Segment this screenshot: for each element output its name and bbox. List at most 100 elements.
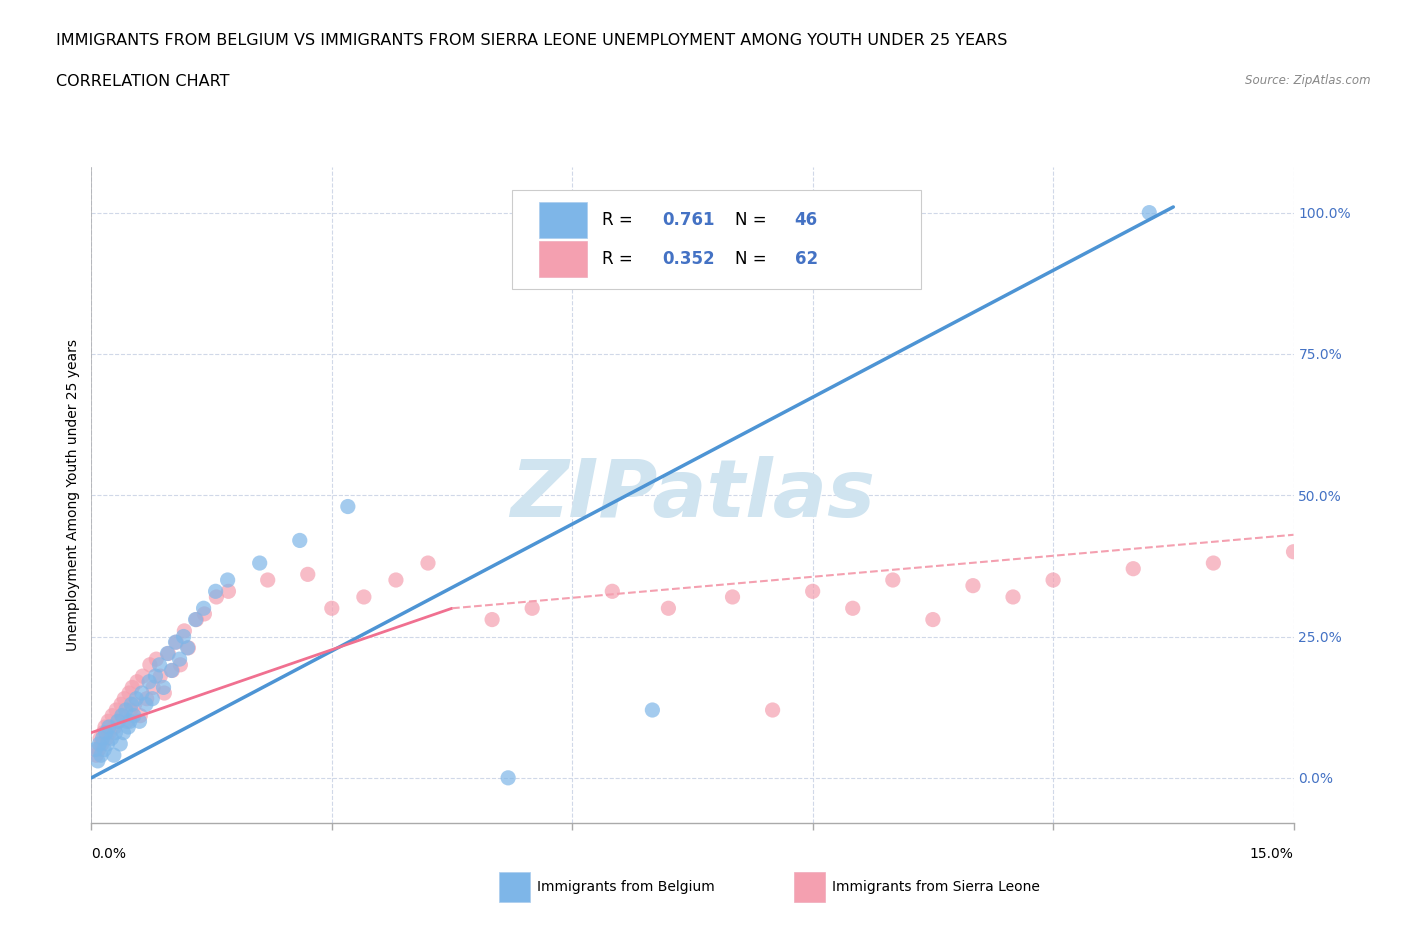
Point <box>160 663 183 678</box>
Point <box>249 555 271 570</box>
Text: Immigrants from Belgium: Immigrants from Belgium <box>537 880 714 895</box>
Point <box>148 658 170 672</box>
Point <box>193 601 215 616</box>
Point <box>84 748 107 763</box>
Bar <box>538 241 586 277</box>
Point <box>321 601 343 616</box>
Point <box>288 533 311 548</box>
Point <box>882 573 904 588</box>
Point <box>104 725 127 740</box>
Point <box>121 680 143 695</box>
Point <box>90 748 112 763</box>
Text: R =: R = <box>602 250 638 268</box>
Point <box>256 573 278 588</box>
Point <box>297 567 319 582</box>
Point <box>145 669 167 684</box>
Point <box>97 714 120 729</box>
Point <box>173 623 195 638</box>
Point <box>184 612 207 627</box>
Point <box>157 646 180 661</box>
FancyBboxPatch shape <box>512 191 921 288</box>
Point <box>110 697 132 711</box>
Point <box>111 709 134 724</box>
Point <box>1001 590 1024 604</box>
Point <box>135 697 157 711</box>
Point <box>762 702 785 717</box>
Point <box>217 573 239 588</box>
Text: CORRELATION CHART: CORRELATION CHART <box>56 74 229 89</box>
Point <box>721 590 744 604</box>
Text: N =: N = <box>734 250 772 268</box>
Point <box>124 697 146 711</box>
Point <box>93 742 115 757</box>
Point <box>1042 573 1064 588</box>
Point <box>107 714 129 729</box>
Point <box>169 658 191 672</box>
Point <box>104 720 127 735</box>
Point <box>841 601 863 616</box>
Text: 46: 46 <box>794 211 818 229</box>
Point <box>98 720 121 735</box>
Point <box>801 584 824 599</box>
Point <box>110 737 132 751</box>
Point <box>121 697 143 711</box>
Point <box>496 770 519 785</box>
Point <box>217 584 239 599</box>
Point <box>94 720 117 735</box>
Point <box>128 714 150 729</box>
Point <box>138 674 160 689</box>
Point <box>173 629 195 644</box>
Point <box>96 737 118 751</box>
Point <box>101 709 124 724</box>
Point <box>84 742 107 757</box>
Point <box>922 612 945 627</box>
Point <box>112 691 135 706</box>
Point <box>111 709 134 724</box>
Point <box>103 748 125 763</box>
Point <box>131 669 153 684</box>
Text: 0.0%: 0.0% <box>91 846 127 861</box>
Point <box>131 685 153 700</box>
Point <box>89 737 111 751</box>
Text: Source: ZipAtlas.com: Source: ZipAtlas.com <box>1246 74 1371 87</box>
Point <box>87 742 110 757</box>
Text: 15.0%: 15.0% <box>1250 846 1294 861</box>
Point <box>125 674 148 689</box>
Point <box>353 590 375 604</box>
Point <box>1137 206 1160 220</box>
Point <box>1282 544 1305 559</box>
Point <box>89 731 111 746</box>
Point <box>156 646 179 661</box>
Point <box>112 725 135 740</box>
Point <box>115 702 138 717</box>
Text: 62: 62 <box>794 250 818 268</box>
Point <box>129 709 152 724</box>
Point <box>186 612 208 627</box>
Point <box>107 714 129 729</box>
Point <box>120 702 142 717</box>
Point <box>142 680 165 695</box>
Point <box>96 731 118 746</box>
Point <box>118 714 141 729</box>
Point <box>118 685 141 700</box>
Point <box>204 584 226 599</box>
Text: 0.352: 0.352 <box>662 250 716 268</box>
Point <box>641 702 664 717</box>
Point <box>416 555 439 570</box>
Point <box>90 737 112 751</box>
Point <box>87 753 110 768</box>
Text: ZIPatlas: ZIPatlas <box>510 457 875 534</box>
Point <box>162 663 184 678</box>
Point <box>152 680 174 695</box>
Point <box>122 709 145 724</box>
Point <box>1202 555 1225 570</box>
Point <box>153 685 176 700</box>
Point <box>115 714 138 729</box>
Point <box>520 601 543 616</box>
Y-axis label: Unemployment Among Youth under 25 years: Unemployment Among Youth under 25 years <box>66 339 80 651</box>
Point <box>1122 562 1144 577</box>
Text: 0.761: 0.761 <box>662 211 714 229</box>
Text: R =: R = <box>602 211 638 229</box>
Point <box>481 612 503 627</box>
Point <box>165 635 187 650</box>
